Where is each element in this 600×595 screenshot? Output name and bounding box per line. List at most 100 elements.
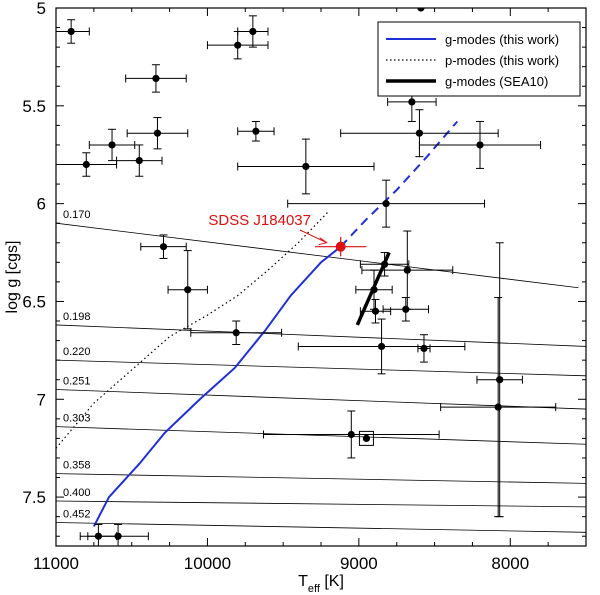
legend-label-g-modes-this-work: g-modes (this work) bbox=[445, 32, 559, 47]
data-point bbox=[347, 430, 355, 439]
data-point bbox=[159, 243, 168, 251]
y-tick-label: 5 bbox=[37, 0, 46, 18]
track-line-0.220 bbox=[56, 359, 586, 377]
data-point bbox=[302, 162, 310, 171]
data-point-group bbox=[88, 128, 136, 162]
target-star: SDSS J184037 bbox=[208, 212, 367, 257]
data-point bbox=[408, 98, 416, 106]
data-point-group bbox=[262, 410, 440, 459]
target-arrow bbox=[299, 229, 328, 246]
track-label-0.251: 0.251 bbox=[63, 375, 91, 387]
data-point-group bbox=[206, 30, 269, 60]
data-point-group bbox=[440, 297, 557, 518]
track-label-0.170: 0.170 bbox=[63, 209, 91, 221]
data-point-group bbox=[237, 138, 375, 195]
x-tick-label: 9000 bbox=[340, 554, 378, 573]
data-point bbox=[402, 305, 410, 313]
data-point-group bbox=[116, 144, 163, 177]
legend-label-p-modes-this-work: p-modes (this work) bbox=[445, 53, 559, 68]
track-line-0.400 bbox=[56, 500, 586, 508]
data-point-group bbox=[418, 120, 542, 169]
tick-labels: 11000 10000 9000 8000 5 5.5 6 6.5 7 7.5 bbox=[22, 0, 529, 573]
data-point-group bbox=[287, 179, 486, 228]
track-lines: 0.170 0.198 0.220 0.251 0.303 0.358 0.400 0.452 bbox=[56, 209, 586, 533]
y-tick-label: 6.5 bbox=[22, 292, 46, 311]
g-modes-curve-solid bbox=[92, 245, 342, 527]
boxed-marker bbox=[358, 430, 374, 446]
data-point-group bbox=[140, 234, 187, 259]
track-line-0.452 bbox=[56, 522, 586, 533]
x-tick-label: 10000 bbox=[184, 554, 231, 573]
data-point-group bbox=[126, 117, 189, 150]
x-axis-title: Teff [K] bbox=[298, 573, 344, 595]
data-point-group bbox=[417, 8, 425, 12]
data-point bbox=[135, 156, 143, 165]
y-tick-label: 7.5 bbox=[22, 488, 46, 507]
data-point-group bbox=[87, 523, 149, 546]
legend-box bbox=[377, 21, 581, 97]
data-point-group bbox=[340, 109, 499, 158]
y-axis-title: log g [cgs] bbox=[4, 241, 21, 314]
data-point bbox=[362, 434, 371, 442]
data-point bbox=[381, 260, 389, 268]
target-point bbox=[335, 241, 346, 252]
data-point-group bbox=[56, 152, 118, 177]
data-points bbox=[56, 8, 557, 546]
track-label-0.358: 0.358 bbox=[63, 460, 91, 472]
track-label-0.198: 0.198 bbox=[63, 311, 91, 323]
track-line-0.303 bbox=[56, 426, 586, 445]
data-point bbox=[234, 41, 242, 49]
data-point bbox=[476, 141, 484, 149]
track-line-0.198 bbox=[56, 324, 586, 347]
data-point-group bbox=[476, 242, 523, 518]
track-line-0.358 bbox=[56, 473, 586, 484]
x-tick-label: 11000 bbox=[33, 554, 79, 573]
p-modes-curve bbox=[56, 211, 330, 449]
data-point bbox=[249, 27, 257, 36]
data-point bbox=[377, 342, 386, 351]
x-tick-label: 8000 bbox=[491, 554, 529, 573]
data-point bbox=[371, 307, 380, 315]
data-point-group bbox=[358, 430, 374, 446]
y-tick-label: 7 bbox=[37, 390, 46, 409]
data-point-group bbox=[382, 297, 430, 322]
data-point bbox=[82, 160, 90, 169]
track-label-0.303: 0.303 bbox=[63, 413, 91, 425]
data-point bbox=[496, 376, 504, 384]
track-label-0.220: 0.220 bbox=[63, 346, 91, 358]
data-point-group bbox=[297, 318, 466, 375]
data-point bbox=[420, 344, 428, 353]
data-point bbox=[114, 532, 122, 540]
data-point-group bbox=[237, 120, 275, 142]
g-modes-curve-dashed bbox=[339, 120, 459, 248]
track-label-0.400: 0.400 bbox=[63, 487, 91, 499]
data-point bbox=[184, 286, 192, 294]
data-point-group bbox=[237, 15, 269, 48]
data-point-group bbox=[359, 298, 392, 324]
mode-curves bbox=[56, 120, 459, 527]
legend-label-g-modes-sea10: g-modes (SEA10) bbox=[445, 74, 548, 89]
data-point bbox=[370, 286, 378, 294]
data-point bbox=[153, 129, 162, 137]
data-point-group bbox=[56, 19, 90, 44]
data-point-group bbox=[167, 250, 208, 330]
legend: g-modes (this work) p-modes (this work) … bbox=[377, 21, 581, 97]
track-line-0.170 bbox=[56, 222, 579, 289]
data-point bbox=[415, 129, 424, 137]
data-point bbox=[494, 403, 502, 411]
data-point bbox=[108, 141, 116, 149]
data-point bbox=[252, 127, 260, 135]
data-point bbox=[232, 329, 240, 337]
y-tick-label: 5.5 bbox=[22, 97, 46, 116]
axis-ticks bbox=[55, 7, 587, 546]
data-point bbox=[403, 266, 411, 274]
data-point bbox=[382, 200, 390, 208]
data-point bbox=[152, 74, 160, 83]
data-point-group bbox=[125, 64, 187, 93]
track-label-0.452: 0.452 bbox=[63, 509, 91, 521]
y-tick-label: 6 bbox=[37, 195, 46, 214]
data-point bbox=[417, 8, 425, 12]
track-line-0.251 bbox=[56, 389, 586, 410]
data-point bbox=[67, 27, 75, 36]
